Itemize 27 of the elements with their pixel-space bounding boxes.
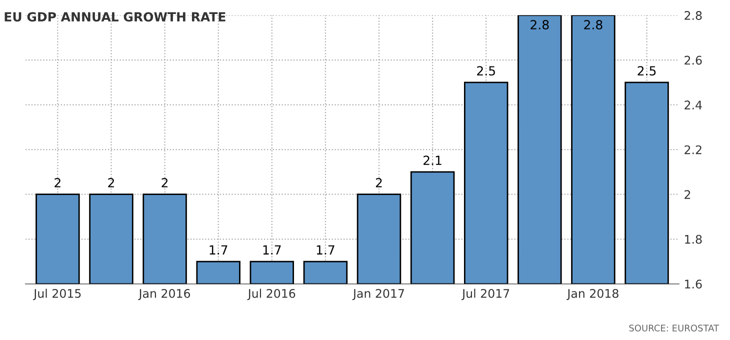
data-label: 1.7 bbox=[316, 245, 334, 254]
y-tick-label: 1.6 bbox=[685, 280, 702, 289]
data-label: 2.8 bbox=[584, 20, 602, 30]
x-tick-label: Jan 2016 bbox=[138, 288, 190, 300]
x-tick-label: Jan 2017 bbox=[352, 288, 404, 300]
data-label: 2 bbox=[376, 178, 382, 188]
data-label: 2.8 bbox=[530, 20, 549, 30]
data-label: 2.1 bbox=[424, 156, 442, 165]
data-label: 2 bbox=[108, 178, 114, 188]
data-label: 1.7 bbox=[210, 245, 228, 254]
y-tick-label: 2.8 bbox=[684, 11, 702, 20]
y-tick-label: 2 bbox=[684, 190, 690, 199]
x-tick-label: Jan 2018 bbox=[566, 288, 618, 300]
data-label: 1.7 bbox=[263, 245, 281, 254]
x-tick-label: Jul 2016 bbox=[247, 288, 296, 300]
data-label: 2 bbox=[162, 178, 168, 188]
source-note: SOURCE: EUROSTAT bbox=[629, 324, 720, 332]
data-label: 2.5 bbox=[638, 66, 656, 76]
x-tick-label: Jul 2017 bbox=[461, 288, 510, 300]
chart-title: EU GDP ANNUAL GROWTH RATE bbox=[4, 12, 226, 22]
data-label: 2 bbox=[54, 178, 60, 188]
y-tick-label: 2.4 bbox=[684, 100, 702, 110]
y-tick-label: 1.8 bbox=[685, 234, 702, 244]
y-tick-label: 2.6 bbox=[684, 56, 702, 65]
data-label: 2.5 bbox=[477, 66, 495, 76]
x-tick-label: Jul 2015 bbox=[33, 288, 81, 300]
y-tick-label: 2.2 bbox=[684, 145, 702, 154]
